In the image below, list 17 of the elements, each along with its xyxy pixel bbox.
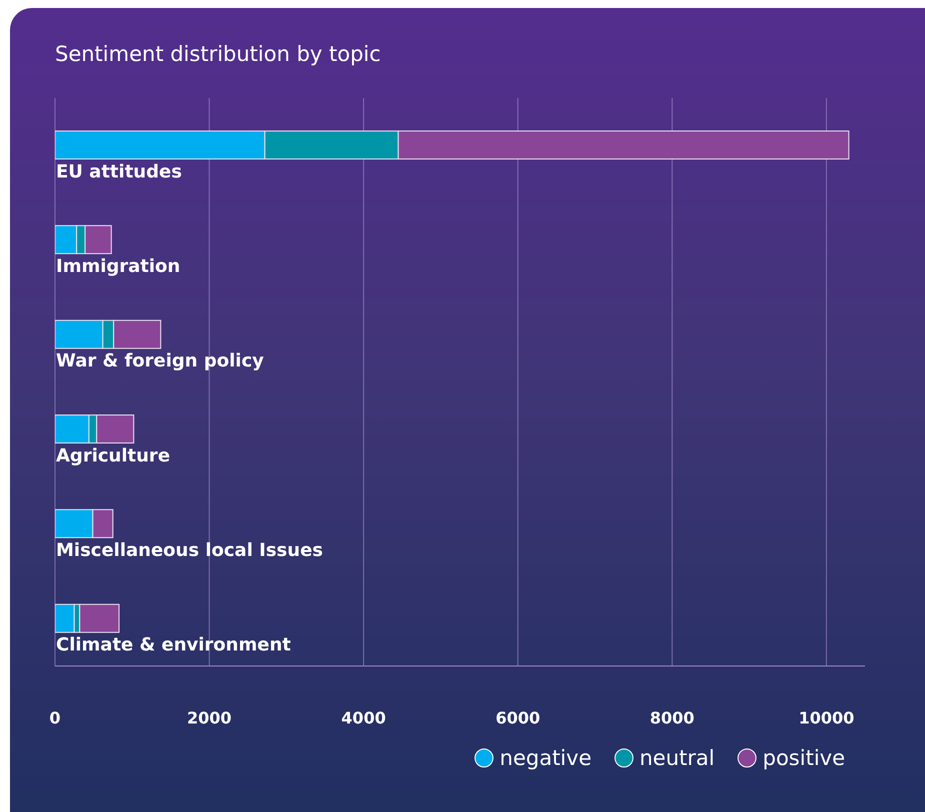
text: positive xyxy=(762,746,845,770)
y-tick-label: Immigration xyxy=(56,256,180,277)
y-tick-label: War & foreign policy xyxy=(56,350,264,372)
bar xyxy=(55,604,75,633)
x-tick-label: 8000 xyxy=(650,708,694,728)
x-tick-label: 0 xyxy=(49,708,61,728)
x-tick-label: 2000 xyxy=(187,708,232,728)
chart-title: Sentiment distribution by topic xyxy=(55,42,381,66)
legend-label: neutral xyxy=(640,746,715,770)
y-tick-label: Miscellaneous local Issues xyxy=(56,540,323,561)
y-tick-label: Agriculture xyxy=(56,445,170,466)
x-tick-label: 6000 xyxy=(496,708,540,728)
legend-label: negative xyxy=(500,746,592,770)
x-tick-label: 4000 xyxy=(341,708,386,728)
y-tick-label: Climate & environment xyxy=(56,634,292,656)
y-tick-label: EU attitudes xyxy=(56,161,182,182)
x-tick-label: 10000 xyxy=(798,708,854,728)
